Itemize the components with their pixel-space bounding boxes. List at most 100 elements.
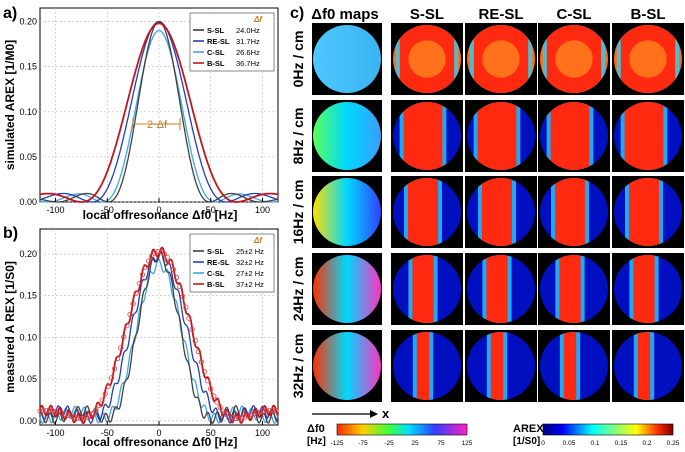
arex-map-band (633, 255, 655, 323)
data-point-b-sl (46, 407, 52, 414)
data-point-b-sl (127, 311, 133, 318)
tick-label-x: 0 (156, 205, 161, 215)
data-point-b-sl (136, 280, 142, 287)
data-point-b-sl (257, 409, 264, 415)
arex-map-band (416, 332, 430, 400)
data-point-b-sl (83, 414, 90, 420)
data-point-b-sl (186, 315, 192, 321)
data-point-b-sl (124, 323, 130, 329)
data-point-b-sl (149, 253, 155, 259)
data-point-b-sl (90, 410, 96, 416)
column-header: Δf0 maps (311, 6, 378, 23)
row-label: 16Hz / cm (290, 180, 306, 245)
tick-label-x: -50 (101, 205, 114, 215)
chart-a-series (39, 20, 279, 203)
colorbar-f0-tick: -75 (358, 440, 368, 447)
arex-map-band (482, 178, 512, 246)
chart-b-ylabel: measured A REX [1/S0] (3, 261, 17, 393)
legend-box (189, 233, 275, 293)
series-line-c-sl (39, 29, 279, 203)
f0-map-disk (313, 332, 381, 400)
chart-a-ticks: -100 -50 0 50 100 0.00 0.05 0.10 0.15 0.20 (19, 17, 270, 215)
data-point-b-sl (37, 408, 43, 414)
colorbar-f0-tick: -25 (384, 440, 394, 447)
x-axis-label: x (382, 406, 390, 421)
data-point-b-sl (43, 407, 49, 414)
chart-b: -100 -50 0 50 100 0.00 0.05 0.10 0.15 0.20 local … (3, 228, 279, 449)
arex-map-band (555, 178, 585, 246)
data-point-b-sl (105, 383, 111, 389)
data-point-b-sl (273, 408, 279, 414)
arex-map-band (490, 332, 504, 400)
tick-label-x: -100 (47, 428, 65, 438)
data-point-b-sl (102, 391, 108, 397)
data-point-b-sl (121, 334, 127, 340)
panel-label-c: c) (290, 5, 304, 22)
data-point-b-sl (232, 415, 239, 421)
x-axis-arrowhead (370, 410, 378, 418)
legend-name: RE-SL (207, 37, 230, 46)
data-point-b-sl (130, 300, 136, 307)
width-annotation: 2·Δf (147, 119, 168, 131)
data-point-b-sl (217, 404, 223, 410)
legend-value: 24.0Hz (236, 26, 260, 35)
tick-label-x: 100 (255, 205, 270, 215)
data-point-b-sl (164, 254, 170, 261)
colorbar-arex-tick: 0 (541, 440, 545, 447)
arex-map-core (408, 40, 446, 78)
chart-a-xlabel: local offresonance Δf0 [Hz] (83, 208, 238, 222)
arex-map-core (555, 40, 593, 78)
data-point-b-sl (260, 408, 267, 414)
colorbar-arex-tick: 0.15 (615, 440, 628, 447)
arex-map-core (482, 40, 520, 78)
panel-label-a: a) (3, 5, 17, 22)
tick-label-x: 50 (206, 205, 216, 215)
row-label: 32Hz / cm (290, 334, 306, 399)
map-grid: Δf0 maps S-SL RE-SL C-SL B-SL 0Hz / cm 8Hz / c… (290, 6, 684, 421)
tick-label-y: 0.10 (19, 332, 37, 342)
data-point-b-sl (167, 260, 173, 266)
data-point-b-sl (52, 408, 59, 414)
tick-label-y: 0.00 (19, 197, 37, 207)
legend-value: 25±2 Hz (236, 247, 264, 256)
arex-map-band (629, 178, 659, 246)
data-point-b-sl (242, 414, 248, 420)
arex-map-core (629, 40, 667, 78)
legend-name: B-SL (207, 280, 225, 289)
column-header: B-SL (631, 6, 666, 23)
data-point-b-sl (248, 412, 254, 418)
tick-label-y: 0.00 (19, 416, 37, 426)
series-line-s-sl (39, 20, 279, 203)
f0-map-disk (313, 25, 381, 93)
data-point-b-sl (155, 249, 161, 255)
tick-label-y: 0.05 (19, 374, 37, 384)
data-point-b-sl (239, 415, 245, 421)
data-point-b-sl (99, 397, 105, 403)
legend-name: S-SL (207, 247, 225, 256)
legend-value: 27±2 Hz (236, 269, 264, 278)
data-point-b-sl (267, 407, 273, 414)
f0-map-disk (313, 178, 381, 246)
colorbar-f0-tick: 125 (462, 440, 473, 447)
colorbar-f0-tick: 75 (437, 440, 445, 447)
data-point-b-sl (229, 415, 236, 421)
colorbar-arex-label: AREX (513, 423, 544, 435)
colorbar-arex-bar (542, 423, 674, 436)
data-point-b-sl (152, 250, 158, 256)
legend-title: Δf (253, 15, 263, 24)
data-point-b-sl (62, 411, 68, 417)
tick-label-y: 0.15 (19, 291, 37, 301)
data-point-b-sl (173, 274, 180, 281)
f0-map-disk (313, 255, 381, 323)
data-point-b-sl (161, 251, 167, 257)
data-point-b-sl (254, 410, 260, 416)
tick-label-y: 0.05 (19, 152, 37, 162)
data-point-b-sl (74, 415, 80, 421)
column-header: RE-SL (479, 6, 524, 23)
arex-map-band (403, 102, 443, 170)
data-point-b-sl (195, 348, 201, 355)
tick-label-y: 0.10 (19, 107, 37, 117)
colorbar-f0-bar (336, 423, 468, 436)
tick-label-x: 100 (255, 428, 270, 438)
